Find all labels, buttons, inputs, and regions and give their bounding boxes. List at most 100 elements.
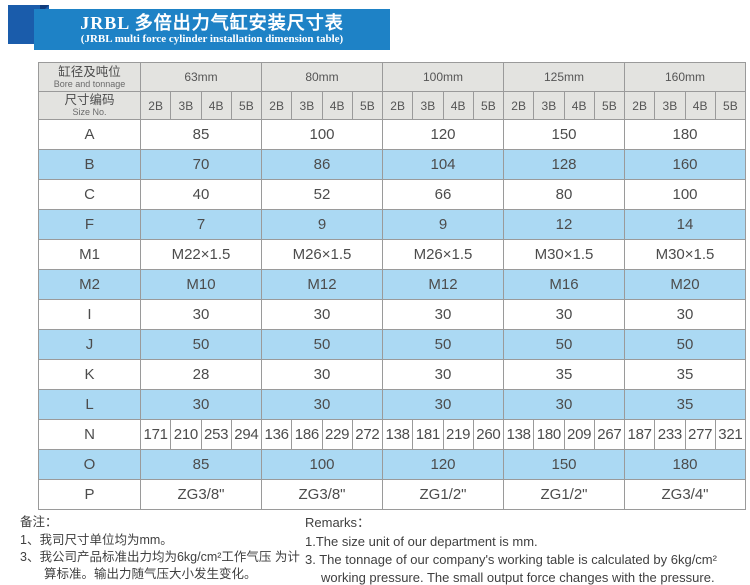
corner-cell: 缸径及吨位 Bore and tonnage: [38, 62, 141, 92]
size-code-cell: 4B: [442, 91, 474, 120]
size-code-cell: 3B: [170, 91, 202, 120]
page-title-zh: JRBL 多倍出力气缸安装尺寸表: [80, 13, 344, 33]
row-label-cell: M2: [38, 269, 141, 300]
value-cell: 120: [382, 119, 504, 150]
corner-label-zh: 缸径及吨位: [58, 64, 121, 79]
dimension-table: 缸径及吨位 Bore and tonnage 63mm 80mm 100mm 125mm 1…: [38, 62, 747, 510]
row-label-cell: I: [38, 299, 141, 330]
value-cell: 30: [624, 299, 746, 330]
value-cell: 52: [261, 179, 383, 210]
row-label-cell: J: [38, 329, 141, 360]
value-cell: ZG1/2": [503, 479, 625, 510]
row-label-cell: M1: [38, 239, 141, 270]
value-cell: 50: [261, 329, 383, 360]
size-code-cell: 3B: [533, 91, 565, 120]
bore-header-cell: 100mm: [382, 62, 504, 92]
value-cell: 35: [503, 359, 625, 390]
value-cell: 30: [261, 299, 383, 330]
n-value-cell: 181: [412, 419, 444, 450]
value-cell: M12: [261, 269, 383, 300]
table-row: I 30 30 30 30 30: [38, 299, 746, 330]
size-code-cell: 2B: [623, 91, 656, 120]
value-cell: 85: [140, 449, 262, 480]
size-code-cell: 3B: [654, 91, 686, 120]
value-cell: 100: [261, 119, 383, 150]
value-cell: M26×1.5: [382, 239, 504, 270]
n-value-cell: 138: [381, 419, 414, 450]
value-cell: 50: [503, 329, 625, 360]
size-code-cell: 2B: [381, 91, 414, 120]
notes-zh-heading: 备注：: [20, 515, 58, 529]
value-cell: M22×1.5: [140, 239, 262, 270]
bore-header-row: 缸径及吨位 Bore and tonnage 63mm 80mm 100mm 125mm 1…: [38, 62, 746, 92]
note-en-item: 3. The tonnage of our company's working …: [305, 552, 717, 585]
value-cell: 35: [624, 359, 746, 390]
row-label-cell: A: [38, 119, 141, 150]
value-cell: 12: [503, 209, 625, 240]
value-cell: ZG3/8": [261, 479, 383, 510]
value-cell: 104: [382, 149, 504, 180]
size-code-header-row: 尺寸编码 Size No. 2B 3B 4B 5B 2B 3B 4B 5B 2B 3B 4B 5B 2B 3B…: [38, 91, 747, 120]
row-label-cell: L: [38, 389, 141, 420]
size-code-cell: 2B: [139, 91, 172, 120]
n-value-cell: 180: [533, 419, 565, 450]
value-cell: M10: [140, 269, 262, 300]
row-label-cell: N: [38, 419, 141, 450]
value-cell: M12: [382, 269, 504, 300]
value-cell: 50: [624, 329, 746, 360]
value-cell: 70: [140, 149, 262, 180]
n-value-cell: 136: [260, 419, 293, 450]
size-no-label-en: Size No.: [72, 107, 107, 117]
value-cell: 66: [382, 179, 504, 210]
value-cell: 9: [382, 209, 504, 240]
notes-en-heading: Remarks：: [305, 515, 371, 530]
table-row: A 85 100 120 150 180: [38, 119, 746, 150]
n-value-cell: 229: [321, 419, 353, 450]
table-row: P ZG3/8" ZG3/8" ZG1/2" ZG1/2" ZG3/4": [38, 479, 746, 510]
value-cell: M30×1.5: [503, 239, 625, 270]
table-row: M2 M10 M12 M12 M16 M20: [38, 269, 746, 300]
row-label-cell: F: [38, 209, 141, 240]
n-value-cell: 321: [714, 419, 747, 450]
size-code-cell: 2B: [260, 91, 293, 120]
size-code-cell: 4B: [684, 91, 716, 120]
table-row: B 70 86 104 128 160: [38, 149, 746, 180]
row-label-cell: C: [38, 179, 141, 210]
value-cell: 120: [382, 449, 504, 480]
n-value-cell: 219: [442, 419, 474, 450]
value-cell: 30: [503, 299, 625, 330]
value-cell: 160: [624, 149, 746, 180]
size-code-cell: 5B: [593, 91, 626, 120]
n-value-cell: 267: [593, 419, 626, 450]
value-cell: 35: [624, 389, 746, 420]
value-cell: 150: [503, 449, 625, 480]
value-cell: 30: [382, 359, 504, 390]
value-cell: 180: [624, 449, 746, 480]
value-cell: 30: [382, 389, 504, 420]
row-label-cell: O: [38, 449, 141, 480]
size-no-label-zh: 尺寸编码: [64, 93, 115, 107]
value-cell: 30: [382, 299, 504, 330]
size-code-cell: 5B: [230, 91, 263, 120]
value-cell: 30: [503, 389, 625, 420]
size-code-cell: 3B: [412, 91, 444, 120]
table-row: K 28 30 30 35 35: [38, 359, 746, 390]
value-cell: 50: [382, 329, 504, 360]
table-row: F 7 9 9 12 14: [38, 209, 746, 240]
n-value-cell: 210: [170, 419, 202, 450]
value-cell: 100: [261, 449, 383, 480]
value-cell: 128: [503, 149, 625, 180]
value-cell: 14: [624, 209, 746, 240]
n-value-cell: 260: [472, 419, 505, 450]
value-cell: 150: [503, 119, 625, 150]
n-value-cell: 138: [502, 419, 535, 450]
bore-header-cell: 125mm: [503, 62, 625, 92]
table-row: L 30 30 30 30 35: [38, 389, 746, 420]
notes-en: Remarks： 1.The size unit of our departme…: [305, 514, 750, 585]
n-value-cell: 233: [654, 419, 686, 450]
value-cell: 85: [140, 119, 262, 150]
value-cell: ZG1/2": [382, 479, 504, 510]
value-cell: M26×1.5: [261, 239, 383, 270]
table-row: N 171 210 253 294 136 186 229 272 138 181 219 260 138…: [38, 419, 747, 450]
